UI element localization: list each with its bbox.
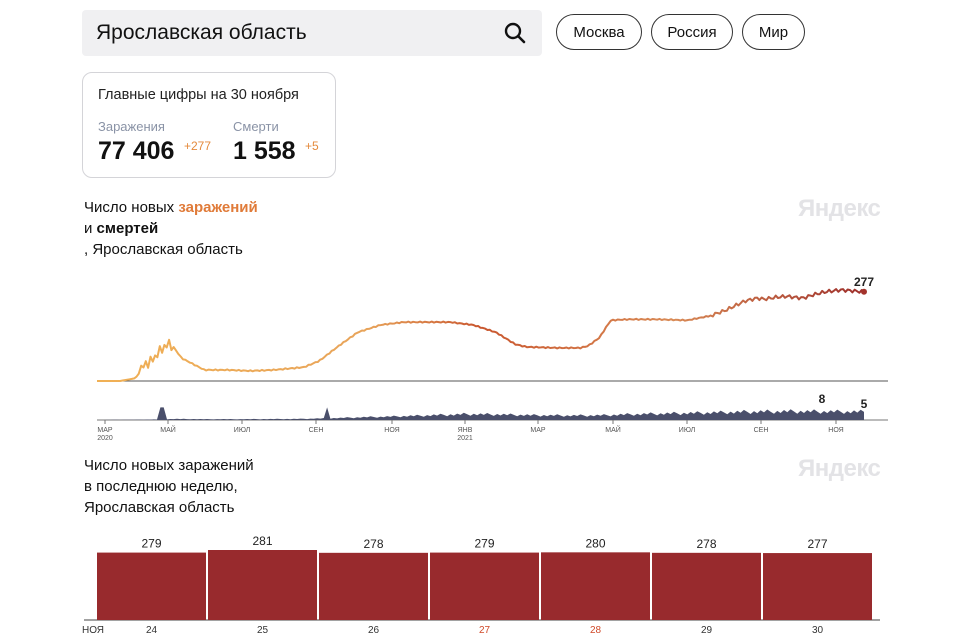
x-tick-year: 2020	[97, 435, 113, 442]
x-tick-label: МАЙ	[160, 425, 176, 434]
bar-category-label: 28	[590, 625, 602, 636]
chart2-month-label: НОЯ	[82, 625, 104, 636]
bar-value-label: 281	[252, 534, 272, 548]
x-tick-label: ИЮЛ	[679, 427, 696, 434]
summary-title: Главные цифры на 30 ноября	[98, 87, 299, 103]
deaths-label: Смерти	[233, 119, 279, 134]
deaths-last-label: 5	[861, 397, 868, 411]
chart2-title-line1: Число новых заражений	[84, 457, 254, 474]
deaths-max-label: 8	[819, 392, 826, 406]
chart1-title-line2-prefix: и	[84, 220, 97, 237]
bar-category-label: 30	[812, 625, 824, 636]
x-tick-label: МАР	[530, 427, 546, 434]
bar-value-label: 278	[363, 537, 383, 551]
infections-last-label: 277	[854, 275, 874, 289]
deaths-series-area	[97, 407, 864, 420]
bar-day-28	[541, 552, 650, 620]
bar-day-27	[430, 552, 539, 620]
summary-card: Главные цифры на 30 ноября Заражения 77 …	[82, 72, 336, 178]
bar-day-26	[319, 552, 428, 620]
x-tick-label: МАЙ	[605, 425, 621, 434]
bar-category-label: 24	[146, 625, 158, 636]
infections-last-point	[861, 288, 867, 295]
bar-day-29	[652, 552, 761, 620]
infections-series-line	[97, 288, 865, 382]
x-tick-label: СЕН	[754, 427, 769, 434]
bar-value-label: 278	[696, 537, 716, 551]
search-icon[interactable]	[502, 20, 528, 46]
infections-value: 77 406	[98, 137, 175, 165]
bar-value-label: 279	[141, 537, 161, 551]
search-input[interactable]: Ярославская область	[96, 21, 307, 44]
chart2-title-line2: в последнюю неделю,	[84, 478, 238, 495]
bar-category-label: 26	[368, 625, 380, 636]
chart1-title-line2-bold: смертей	[96, 220, 159, 237]
bar-value-label: 277	[807, 537, 827, 551]
region-chip-moscow[interactable]: Москва	[556, 14, 642, 50]
chart2-title-line3: Ярославская область	[84, 499, 235, 516]
bar-category-label: 29	[701, 625, 713, 636]
chart1-title: Число новых заражений и смертей , Яросла…	[84, 197, 258, 260]
x-tick-label: ИЮЛ	[234, 427, 251, 434]
yandex-watermark-1: Яндекс	[798, 195, 881, 222]
chart1-title-prefix: Число новых	[84, 199, 179, 216]
x-tick-label: НОЯ	[828, 427, 843, 434]
search-bar[interactable]: Ярославская область	[82, 10, 542, 56]
chart1-title-line3: , Ярославская область	[84, 241, 243, 258]
yandex-watermark-2: Яндекс	[798, 455, 881, 482]
x-tick-label: ЯНВ	[458, 427, 473, 434]
x-tick-label: МАР	[97, 427, 113, 434]
bar-value-label: 279	[474, 537, 494, 551]
deaths-value: 1 558	[233, 137, 296, 165]
bar-day-24	[97, 552, 206, 620]
region-chip-world[interactable]: Мир	[742, 14, 805, 50]
infections-delta: +277	[184, 139, 212, 153]
infections-label: Заражения	[98, 119, 165, 134]
region-chip-russia[interactable]: Россия	[651, 14, 733, 50]
chart2-title: Число новых заражений в последнюю неделю…	[84, 455, 254, 518]
x-tick-label: НОЯ	[384, 427, 399, 434]
bar-category-label: 27	[479, 625, 491, 636]
bar-day-30	[763, 553, 872, 620]
bar-value-label: 280	[585, 536, 605, 550]
x-tick-label: СЕН	[309, 427, 324, 434]
chart1-title-accent: заражений	[178, 199, 258, 216]
x-tick-year: 2021	[457, 435, 473, 442]
deaths-delta: +5	[305, 139, 319, 153]
bar-day-25	[208, 550, 317, 620]
bar-category-label: 25	[257, 625, 269, 636]
